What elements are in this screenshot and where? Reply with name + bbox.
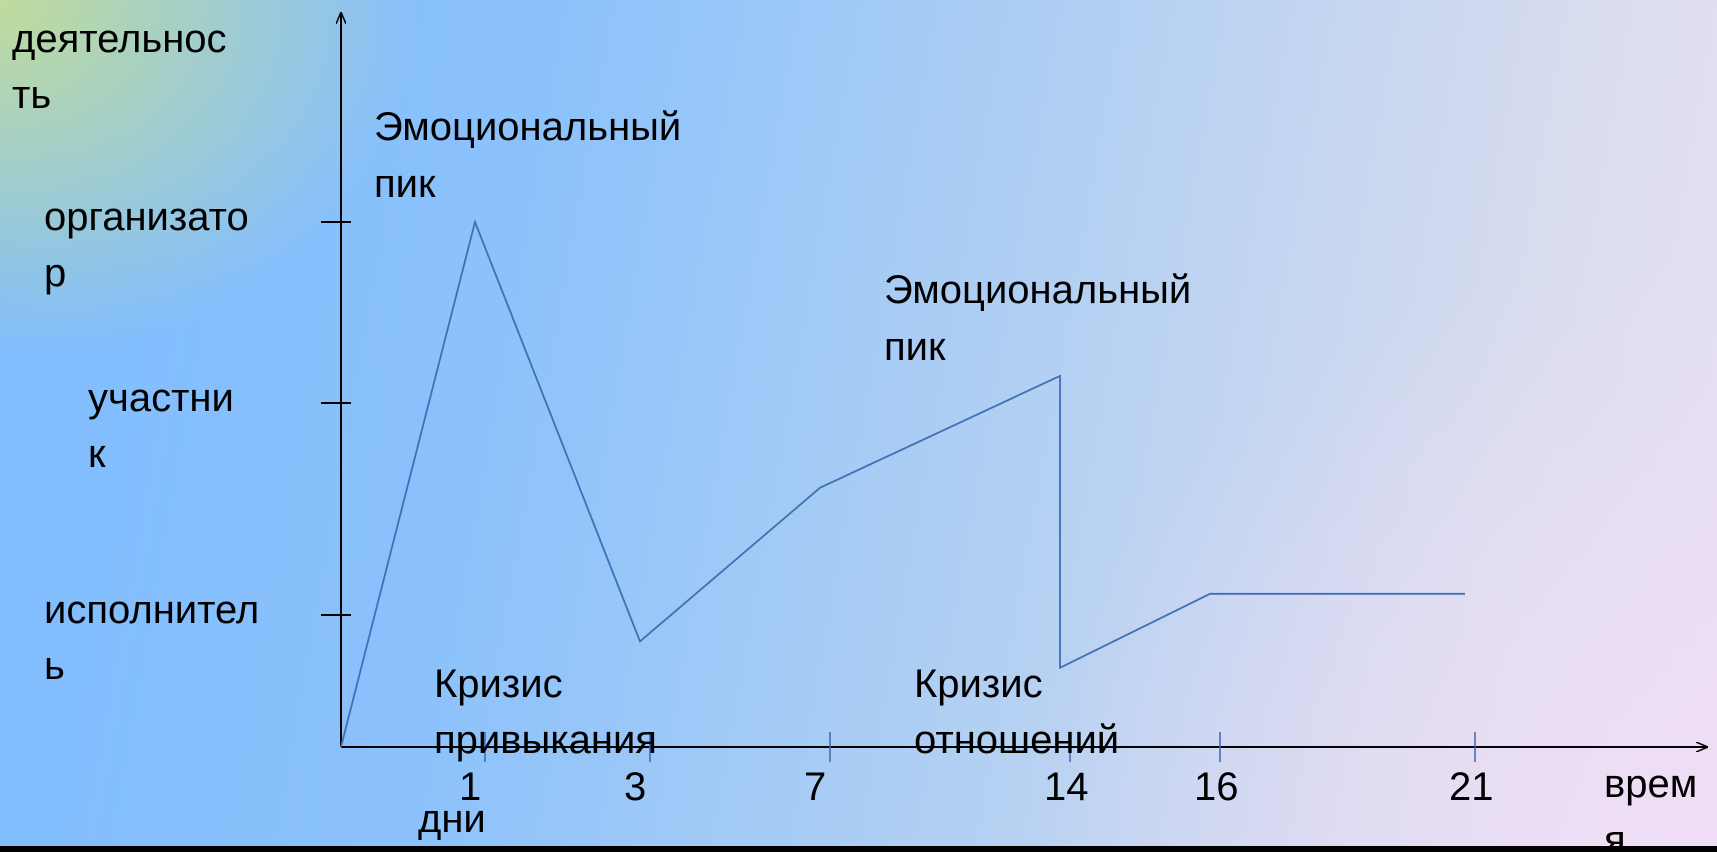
x-unit-label: дни	[418, 797, 486, 841]
y-category-label: участни к	[88, 376, 234, 476]
annotation-label: Эмоциональный пик	[884, 268, 1191, 369]
annotation-label: Эмоциональный пик	[374, 105, 681, 206]
x-tick-label: 3	[624, 765, 646, 809]
x-tick-label: 14	[1044, 765, 1089, 809]
x-tick-label: 16	[1194, 765, 1239, 809]
annotations: Эмоциональный пик Эмоциональный пик Кризис пр…	[374, 105, 1191, 762]
x-tick-label: 7	[804, 765, 826, 809]
x-axis-title: врем я	[1604, 762, 1708, 852]
y-category-ticks: исполнител ь участни к организато р	[44, 195, 351, 688]
x-ticks: 1 3 7 14 16 21	[459, 732, 1494, 809]
annotation-label: Кризис отношений	[914, 662, 1119, 762]
bottom-rule	[0, 846, 1717, 852]
y-category-label: исполнител ь	[44, 588, 259, 688]
y-category-label: организато р	[44, 195, 249, 295]
series-line	[340, 219, 1465, 748]
x-tick-label: 1	[459, 765, 481, 809]
y-axis-title: деятельнос ть	[12, 17, 238, 117]
x-tick-label: 21	[1449, 765, 1494, 809]
series-group	[340, 219, 1465, 748]
annotation-label: Кризис привыкания	[434, 662, 657, 762]
